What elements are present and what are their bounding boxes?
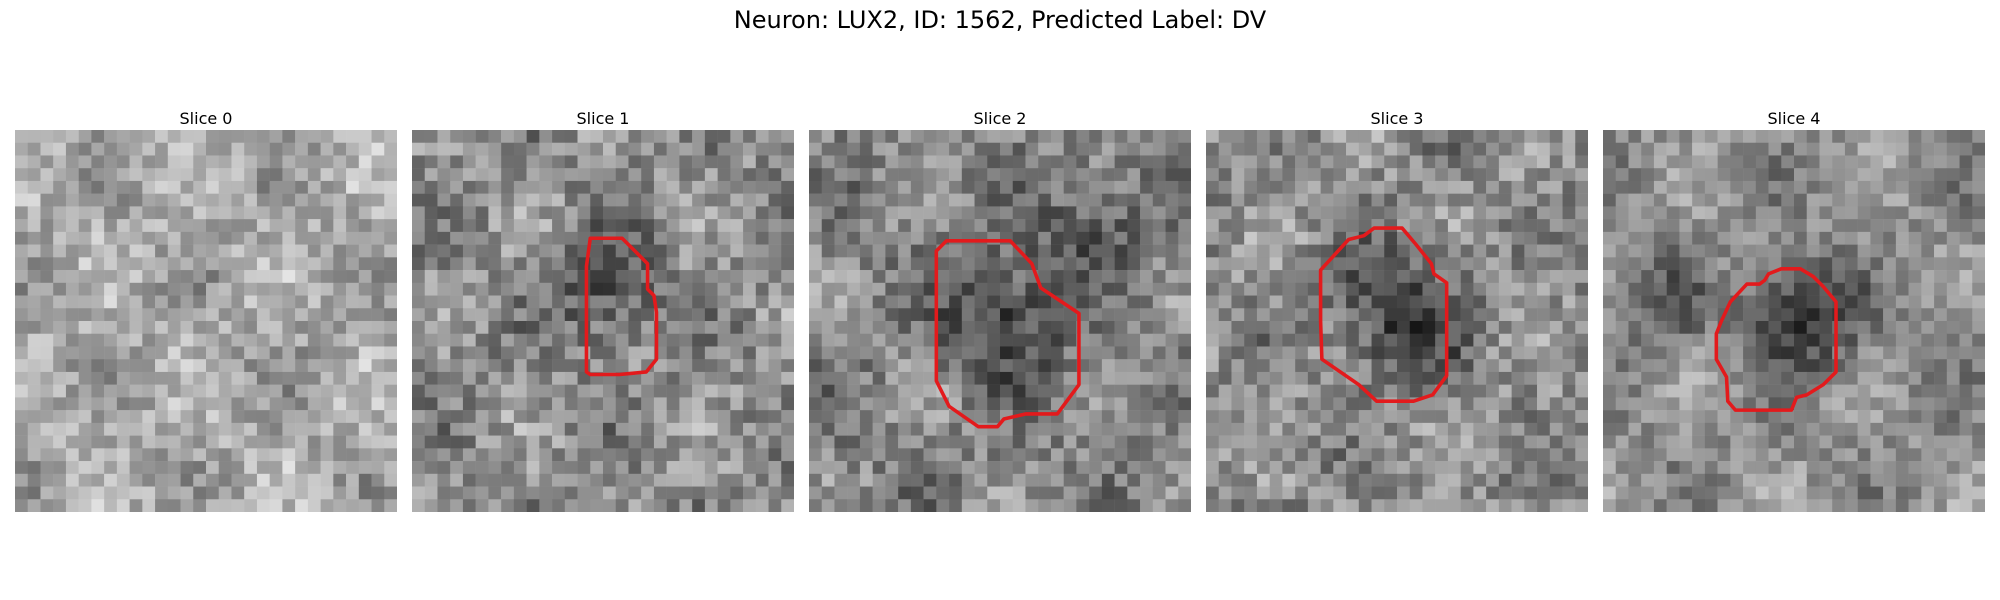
pixel-grid: [412, 130, 794, 512]
slice-title: Slice 4: [1767, 109, 1821, 128]
slice-panel-1: Slice 1: [412, 108, 794, 512]
cell-contour: [1318, 226, 1449, 404]
pixel-grid: [1206, 130, 1588, 512]
slice-panel-0: Slice 0: [15, 108, 397, 512]
slice-image: [15, 130, 397, 512]
slice-image: [412, 130, 794, 512]
pixel-grid: [1603, 130, 1985, 512]
cell-contour: [934, 238, 1081, 429]
slice-image: [809, 130, 1191, 512]
slice-panel-3: Slice 3: [1206, 108, 1588, 512]
figure-title: Neuron: LUX2, ID: 1562, Predicted Label:…: [733, 6, 1267, 34]
slice-panel-4: Slice 4: [1603, 108, 1985, 512]
slice-image: [1603, 130, 1985, 512]
cell-contour: [584, 236, 659, 377]
slice-title: Slice 2: [973, 109, 1027, 128]
slice-panel-2: Slice 2: [809, 108, 1191, 512]
slice-title: Slice 1: [576, 109, 630, 128]
cell-contour: [1714, 267, 1838, 412]
pixel-grid: [15, 130, 397, 512]
slice-title: Slice 3: [1370, 109, 1424, 128]
pixel-grid: [809, 130, 1191, 512]
slice-image: [1206, 130, 1588, 512]
slice-title: Slice 0: [179, 109, 233, 128]
